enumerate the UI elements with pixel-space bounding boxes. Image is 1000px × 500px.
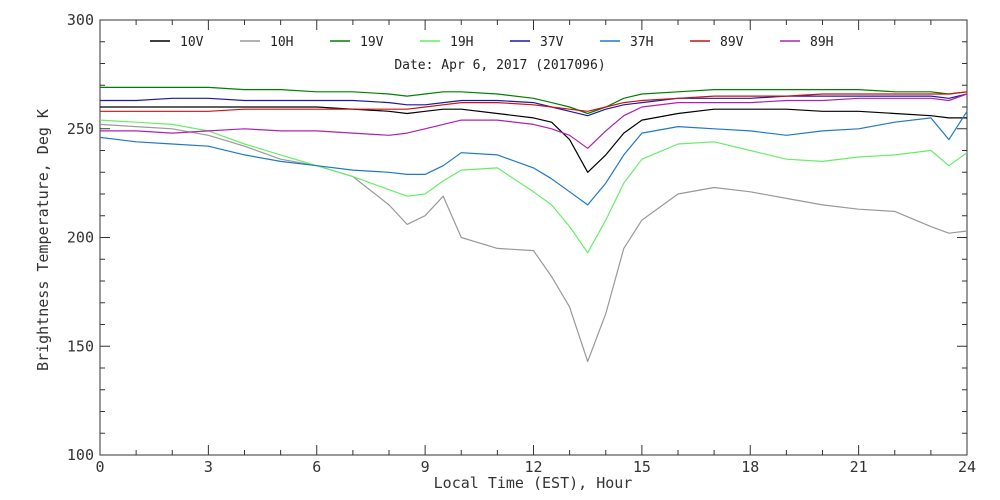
series-line-89v <box>100 91 968 112</box>
x-tick-label: 15 <box>633 458 651 476</box>
legend: 10V 10H 19V 19H 37V 37H 89V 89H <box>150 35 833 50</box>
legend-label-89h: 89H <box>810 35 833 50</box>
series-line-10h <box>99 123 968 363</box>
chart-subtitle: Date: Apr 6, 2017 (2017096) <box>394 58 605 73</box>
y-tick-label: 100 <box>67 446 94 464</box>
x-tick-label: 9 <box>421 458 430 476</box>
x-tick-label: 24 <box>958 458 976 476</box>
legend-label-37h: 37H <box>630 35 653 50</box>
x-tick-label: 3 <box>204 458 213 476</box>
legend-label-37v: 37V <box>540 35 564 50</box>
legend-label-10h: 10H <box>270 35 293 50</box>
x-tick-label: 12 <box>524 458 542 476</box>
legend-label-10v: 10V <box>180 35 204 50</box>
x-tick-label: 18 <box>741 458 759 476</box>
legend-label-19h: 19H <box>450 35 473 50</box>
x-axis-title: Local Time (EST), Hour <box>434 474 633 492</box>
series-layer <box>99 86 968 363</box>
y-tick-label: 150 <box>67 337 94 355</box>
x-tick-label: 0 <box>95 458 104 476</box>
series-line-37h <box>99 110 968 206</box>
y-tick-label: 200 <box>67 229 94 247</box>
legend-label-19v: 19V <box>360 35 384 50</box>
x-tick-label: 6 <box>312 458 321 476</box>
series-line-19v <box>100 86 968 115</box>
axes: 0 3 6 9 12 15 18 21 24 100 150 200 250 300 <box>67 11 976 476</box>
series-line-10v <box>100 106 967 173</box>
plot-frame <box>99 19 968 456</box>
y-tick-label: 250 <box>67 120 94 138</box>
legend-label-89v: 89V <box>720 35 744 50</box>
y-axis-title: Brightness Temperature, Deg K <box>34 109 52 371</box>
series-line-89h <box>100 93 968 149</box>
x-tick-label: 21 <box>850 458 868 476</box>
y-tick-label: 300 <box>67 11 94 29</box>
series-line-19h <box>99 119 968 254</box>
